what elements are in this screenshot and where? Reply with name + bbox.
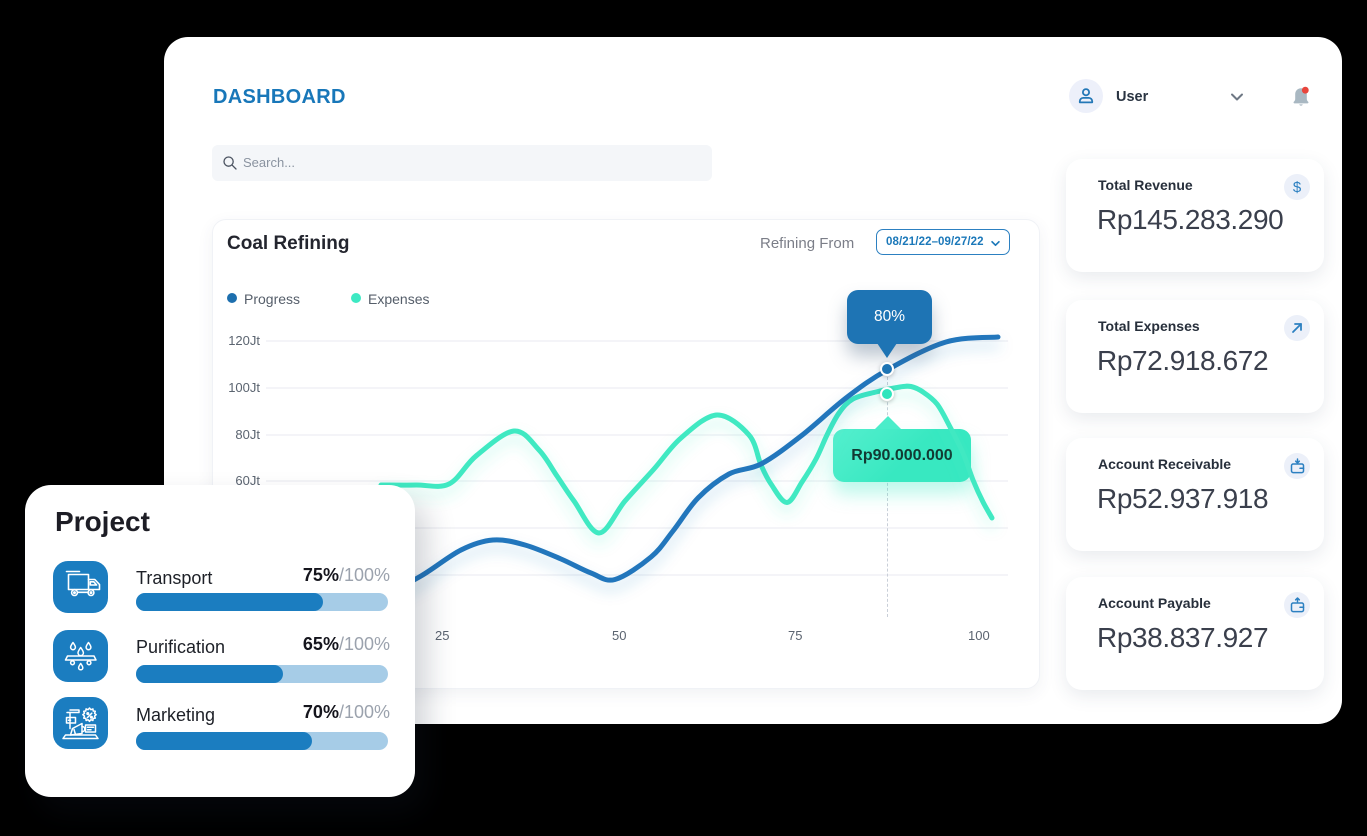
svg-text:$: $ xyxy=(1293,179,1302,196)
